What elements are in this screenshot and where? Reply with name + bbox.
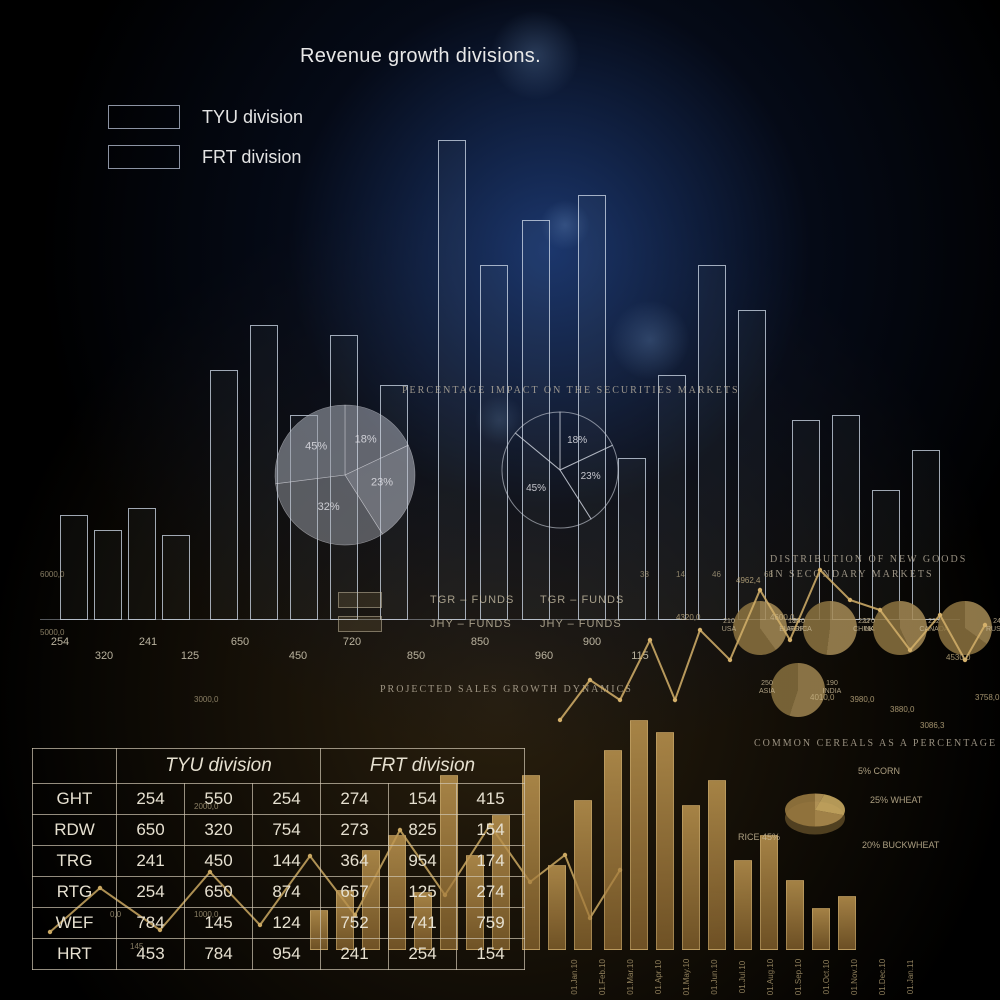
table-cell: 254 <box>389 939 457 970</box>
table-cell: 174 <box>457 846 525 877</box>
table-cell: 874 <box>253 877 321 908</box>
table-cell: 759 <box>457 908 525 939</box>
table-cell: 254 <box>117 784 185 815</box>
table-cell: 650 <box>117 815 185 846</box>
table-cell: 453 <box>117 939 185 970</box>
table-cell: 241 <box>117 846 185 877</box>
row-label: HRT <box>33 939 117 970</box>
table-cell: 144 <box>253 846 321 877</box>
table-cell: 154 <box>457 939 525 970</box>
table-row: RTG254650874657125274 <box>33 877 525 908</box>
table-cell: 754 <box>253 815 321 846</box>
table-cell: 825 <box>389 815 457 846</box>
table-cell: 273 <box>321 815 389 846</box>
table-cell: 364 <box>321 846 389 877</box>
table-cell: 784 <box>185 939 253 970</box>
table-cell: 274 <box>321 784 389 815</box>
table-cell: 450 <box>185 846 253 877</box>
table-row: TRG241450144364954174 <box>33 846 525 877</box>
table-row: HRT453784954241254154 <box>33 939 525 970</box>
table-cell: 125 <box>389 877 457 908</box>
cereal-label: RICE 45% <box>738 832 780 842</box>
table-cell: 254 <box>253 784 321 815</box>
table-col-group: TYU division <box>117 749 321 784</box>
table-cell: 784 <box>117 908 185 939</box>
table-cell: 650 <box>185 877 253 908</box>
data-table: TYU division FRT division GHT25455025427… <box>32 748 525 970</box>
row-label: RDW <box>33 815 117 846</box>
cereal-label: 20% BUCKWHEAT <box>862 840 939 850</box>
table-cell: 145 <box>185 908 253 939</box>
row-label: GHT <box>33 784 117 815</box>
row-label: TRG <box>33 846 117 877</box>
table-cell: 954 <box>253 939 321 970</box>
table-cell: 550 <box>185 784 253 815</box>
table-cell: 741 <box>389 908 457 939</box>
cereal-label: 5% CORN <box>858 766 900 776</box>
table-cell: 657 <box>321 877 389 908</box>
table-row: WEF784145124752741759 <box>33 908 525 939</box>
table-cell: 154 <box>389 784 457 815</box>
table-cell: 954 <box>389 846 457 877</box>
table-row: RDW650320754273825154 <box>33 815 525 846</box>
table-header-row: TYU division FRT division <box>33 749 525 784</box>
row-label: RTG <box>33 877 117 908</box>
table-cell: 124 <box>253 908 321 939</box>
table-cell: 274 <box>457 877 525 908</box>
cereal-label: 25% WHEAT <box>870 795 922 805</box>
table-cell: 154 <box>457 815 525 846</box>
table-cell: 752 <box>321 908 389 939</box>
table-corner <box>33 749 117 784</box>
table-row: GHT254550254274154415 <box>33 784 525 815</box>
table-cell: 254 <box>117 877 185 908</box>
row-label: WEF <box>33 908 117 939</box>
table-cell: 320 <box>185 815 253 846</box>
table-col-group: FRT division <box>321 749 525 784</box>
table-cell: 415 <box>457 784 525 815</box>
table-cell: 241 <box>321 939 389 970</box>
